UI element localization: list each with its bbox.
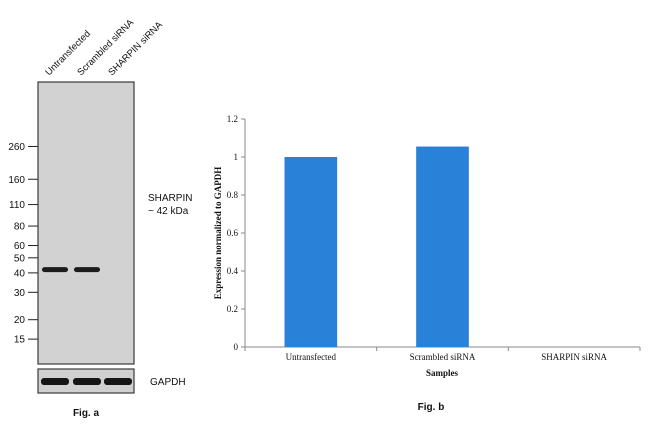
x-tick-label: SHARPIN siRNA: [541, 352, 607, 362]
y-tick-label: 1.2: [227, 114, 238, 124]
y-tick-label: 0.8: [227, 190, 239, 200]
mw-label: 30: [14, 288, 26, 299]
mw-label: 60: [14, 241, 26, 252]
y-axis-label: Expression normalized to GAPDH: [213, 167, 223, 300]
sharpin-bands: [42, 267, 100, 273]
bars: [284, 146, 469, 347]
mw-label: 110: [9, 200, 25, 211]
x-axis-ticks: Untransfected Scrambled siRNA SHARPIN siRN…: [244, 347, 641, 362]
y-tick-label: 0.4: [227, 266, 239, 276]
loading-control-label: GAPDH: [150, 377, 186, 388]
gapdh-band: [41, 378, 69, 385]
mw-label: 20: [14, 315, 26, 326]
y-tick-label: 1: [234, 152, 239, 162]
fig-a-caption: Fig. a: [73, 408, 100, 419]
mw-label: 160: [8, 175, 25, 186]
gapdh-bands: [41, 378, 132, 385]
lane-label: Scrambled siRNA: [75, 17, 136, 78]
mw-label: 50: [14, 253, 26, 264]
y-axis-ticks: 0 0.2 0.4 0.6 0.8 1 1.2: [227, 114, 245, 352]
gapdh-band: [73, 378, 101, 385]
sharpin-band: [42, 267, 68, 273]
mw-label: 15: [14, 335, 26, 346]
y-tick-label: 0.2: [227, 304, 238, 314]
y-tick-label: 0.6: [227, 228, 239, 238]
x-tick-label: Scrambled siRNA: [410, 352, 476, 362]
mw-label: 260: [8, 142, 25, 153]
fig-b-caption: Fig. b: [418, 402, 445, 413]
x-tick-label: Untransfected: [286, 352, 337, 362]
target-size-label: ~ 42 kDa: [148, 206, 189, 217]
bar-chart: 0 0.2 0.4 0.6 0.8 1 1.2 Untransfected Scrambled…: [213, 114, 641, 413]
mw-label: 40: [14, 268, 26, 279]
x-axis-label: Samples: [426, 368, 459, 378]
mw-label: 80: [14, 222, 26, 233]
lane-label: SHARPIN siRNA: [106, 19, 165, 78]
y-tick-label: 0: [234, 342, 239, 352]
bar: [284, 157, 338, 347]
bar: [416, 146, 469, 347]
target-label: SHARPIN: [148, 193, 192, 204]
gapdh-band: [104, 378, 132, 385]
sharpin-band: [74, 267, 100, 273]
blot-membrane: [37, 81, 135, 365]
